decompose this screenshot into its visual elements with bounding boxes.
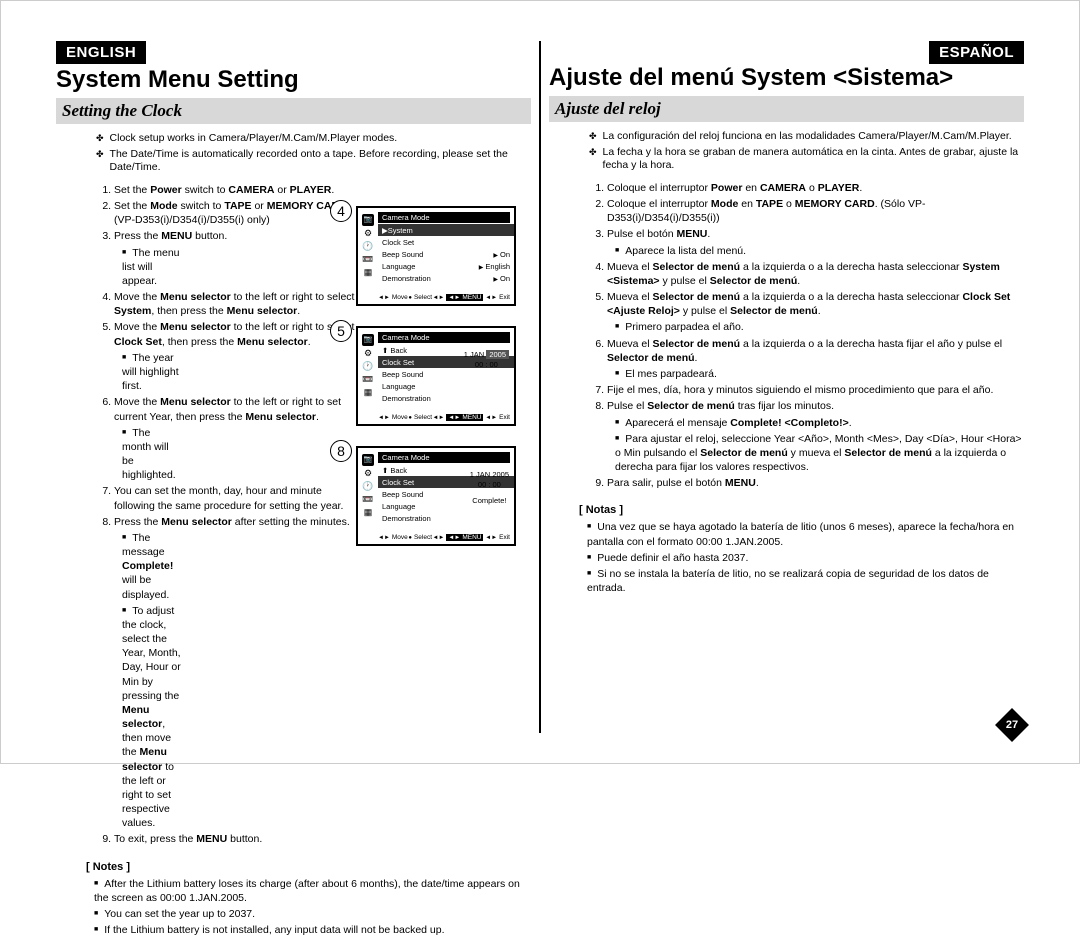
step-marker-4: 4 bbox=[330, 200, 352, 222]
lcd-menu-4: 📷⚙🕐📼▦ Camera Mode ▶System Clock Set Beep… bbox=[356, 206, 516, 306]
steps-es: Coloque el interruptor Power en CAMERA o… bbox=[607, 181, 1024, 490]
lcd-screenshots: 4 📷⚙🕐📼▦ Camera Mode ▶System Clock Set Be… bbox=[356, 206, 536, 566]
notes-es: Una vez que se haya agotado la batería d… bbox=[587, 520, 1024, 595]
page-number: 27 bbox=[995, 708, 1029, 742]
lcd-menu-8: 📷⚙🕐📼▦ Camera Mode ⬆ Back Clock Set Beep … bbox=[356, 446, 516, 546]
intro-es: La configuración del reloj funciona en l… bbox=[589, 130, 1024, 173]
lang-badge-es: ESPAÑOL bbox=[929, 41, 1024, 64]
title-en: System Menu Setting bbox=[56, 66, 531, 94]
lang-badge-en: ENGLISH bbox=[56, 41, 146, 64]
manual-page: ENGLISH System Menu Setting Setting the … bbox=[0, 0, 1080, 764]
section-en: Setting the Clock bbox=[56, 98, 531, 124]
column-english: ENGLISH System Menu Setting Setting the … bbox=[56, 41, 539, 733]
notes-en: After the Lithium battery loses its char… bbox=[94, 877, 531, 937]
intro-en: Clock setup works in Camera/Player/M.Cam… bbox=[96, 132, 531, 175]
step-marker-8: 8 bbox=[330, 440, 352, 462]
notes-heading-en: [ Notes ] bbox=[86, 861, 531, 873]
lcd-menu-5: 📷⚙🕐📼▦ Camera Mode ⬆ Back Clock Set Beep … bbox=[356, 326, 516, 426]
section-es: Ajuste del reloj bbox=[549, 96, 1024, 122]
step-marker-5: 5 bbox=[330, 320, 352, 342]
column-spanish: ESPAÑOL Ajuste del menú System <Sistema>… bbox=[541, 41, 1024, 733]
title-es: Ajuste del menú System <Sistema> bbox=[549, 64, 1024, 92]
notes-heading-es: [ Notas ] bbox=[579, 504, 1024, 516]
